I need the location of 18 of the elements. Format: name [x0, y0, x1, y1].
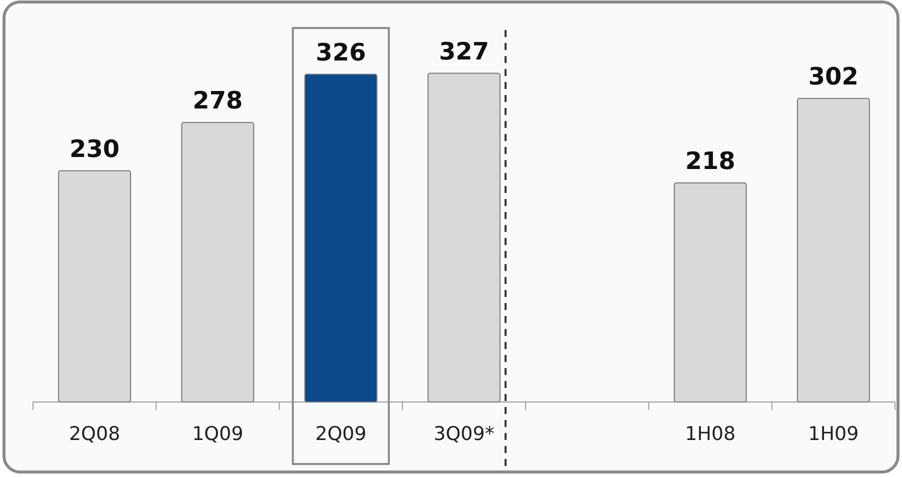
- data-label: 218: [685, 146, 736, 175]
- bar: [181, 122, 254, 402]
- data-label: 278: [192, 86, 243, 115]
- data-label: 326: [316, 38, 366, 66]
- x-tick-label: 3Q09*: [434, 423, 494, 445]
- bar: [674, 182, 747, 402]
- data-label: 327: [438, 37, 490, 66]
- bar: [304, 74, 378, 402]
- bar: [796, 98, 870, 402]
- data-label: 302: [808, 62, 858, 90]
- x-tick-label: 2Q09: [315, 423, 366, 445]
- bar: [58, 170, 132, 402]
- bar: [428, 72, 500, 402]
- x-tick-label: 2Q08: [68, 423, 120, 445]
- x-tick-label: 1Q09: [192, 423, 244, 445]
- data-label: 230: [70, 134, 120, 163]
- x-tick-label: 1H09: [808, 423, 859, 445]
- x-tick-label: 1H08: [685, 423, 736, 445]
